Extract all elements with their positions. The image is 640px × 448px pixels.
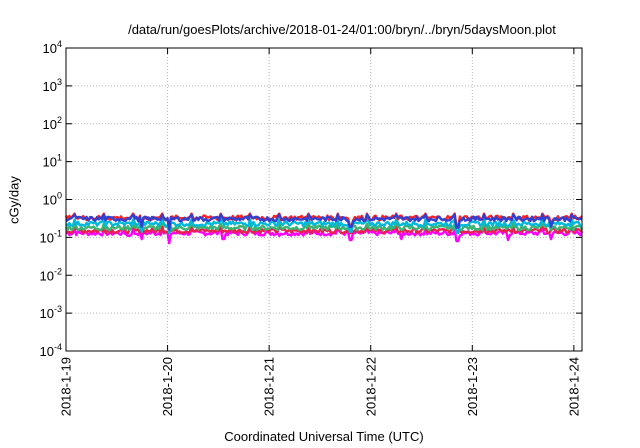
chart-title: /data/run/goesPlots/archive/2018-01-24/0…	[128, 22, 556, 37]
series-line	[65, 213, 583, 231]
series-line	[64, 222, 584, 232]
y-tick-label: 100	[43, 191, 62, 208]
x-tick-label: 2018-1-24	[566, 357, 581, 416]
x-tick-label: 2018-1-19	[59, 357, 74, 416]
x-tick-label: 2018-1-21	[262, 357, 277, 416]
grid	[65, 47, 582, 352]
y-tick-label: 103	[43, 77, 62, 94]
y-tick-label: 10-3	[40, 304, 62, 321]
y-tick-labels: 10-4 10-3 10-2 10-1 100 101 102 103 104	[40, 39, 62, 359]
y-tick-label: 101	[43, 153, 62, 170]
y-tick-label: 102	[43, 115, 62, 132]
y-axis-label: cGy/day	[7, 176, 22, 224]
series-group	[64, 212, 584, 245]
x-tick-label: 2018-1-20	[160, 357, 175, 416]
series-line	[65, 225, 583, 235]
series-line	[65, 218, 583, 235]
plot-frame	[65, 47, 583, 352]
x-axis-label: Coordinated Universal Time (UTC)	[224, 429, 423, 444]
x-tick-labels: 2018-1-19 2018-1-20 2018-1-21 2018-1-22 2018…	[59, 357, 582, 416]
y-tick-label: 10-4	[40, 342, 62, 359]
y-tick-label: 104	[43, 39, 62, 56]
y-tick-label: 10-1	[40, 228, 62, 245]
series-line	[65, 227, 584, 245]
y-tick-label: 10-2	[40, 266, 62, 283]
x-tick-label: 2018-1-22	[363, 357, 378, 416]
x-tick-label: 2018-1-23	[465, 357, 480, 416]
